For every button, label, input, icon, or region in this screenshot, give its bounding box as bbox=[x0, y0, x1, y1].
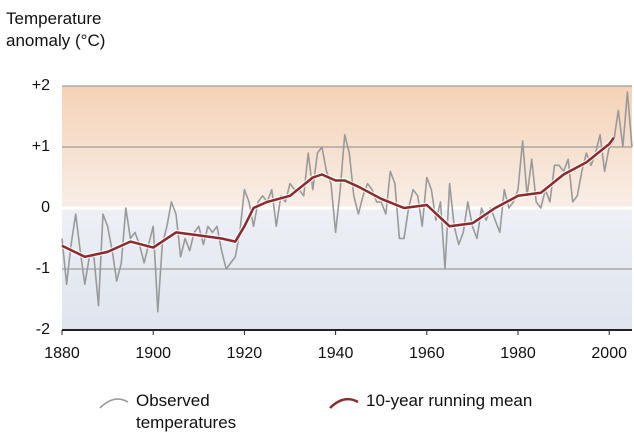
x-tick-label: 2000 bbox=[591, 345, 627, 362]
legend-label: Observed temperatures bbox=[136, 391, 237, 432]
series-line bbox=[61, 91, 633, 313]
legend-icon bbox=[329, 397, 359, 409]
y-tick-label: 0 bbox=[41, 199, 50, 216]
legend-icon bbox=[99, 398, 129, 409]
x-tick-label: 1960 bbox=[409, 345, 445, 362]
x-tick-label: 1900 bbox=[135, 345, 171, 362]
y-axis-label: Temperature anomaly (°C) bbox=[6, 9, 106, 50]
series-line bbox=[61, 137, 615, 259]
y-tick-label: -1 bbox=[36, 260, 50, 277]
y-tick-label: +2 bbox=[32, 77, 50, 94]
x-tick-label: 1940 bbox=[318, 345, 354, 362]
legend-label: 10-year running mean bbox=[366, 391, 533, 410]
y-tick-label: +1 bbox=[32, 138, 50, 155]
y-tick-label: -2 bbox=[36, 321, 50, 338]
x-tick-label: 1880 bbox=[44, 345, 80, 362]
x-tick-label: 1980 bbox=[500, 345, 536, 362]
x-tick-label: 1920 bbox=[227, 345, 263, 362]
